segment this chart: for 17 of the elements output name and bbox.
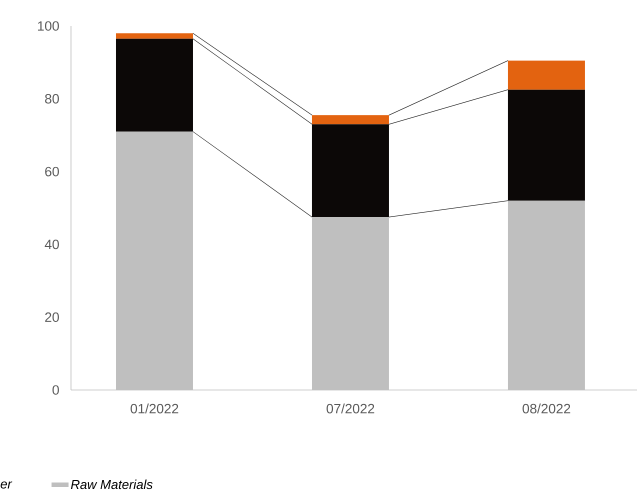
x-tick-label: 01/2022	[130, 404, 178, 414]
y-tick-label: 0	[52, 385, 59, 395]
bar	[116, 33, 193, 39]
text: er	[0, 481, 12, 489]
bar	[508, 60, 585, 90]
legend-label: Raw Materials	[70, 480, 153, 490]
y-tick-label: 40	[44, 240, 59, 250]
bar	[312, 124, 389, 218]
x-tick-label: 08/2022	[522, 404, 570, 414]
bar	[508, 90, 585, 201]
x-tick-label: 07/2022	[326, 404, 374, 414]
y-tick-label: 80	[45, 94, 59, 104]
y-tick-label: 60	[45, 166, 59, 176]
y-tick-label: 100	[38, 21, 59, 31]
y-tick-label: 20	[45, 312, 59, 322]
bar	[116, 38, 193, 132]
bar	[312, 115, 389, 124]
